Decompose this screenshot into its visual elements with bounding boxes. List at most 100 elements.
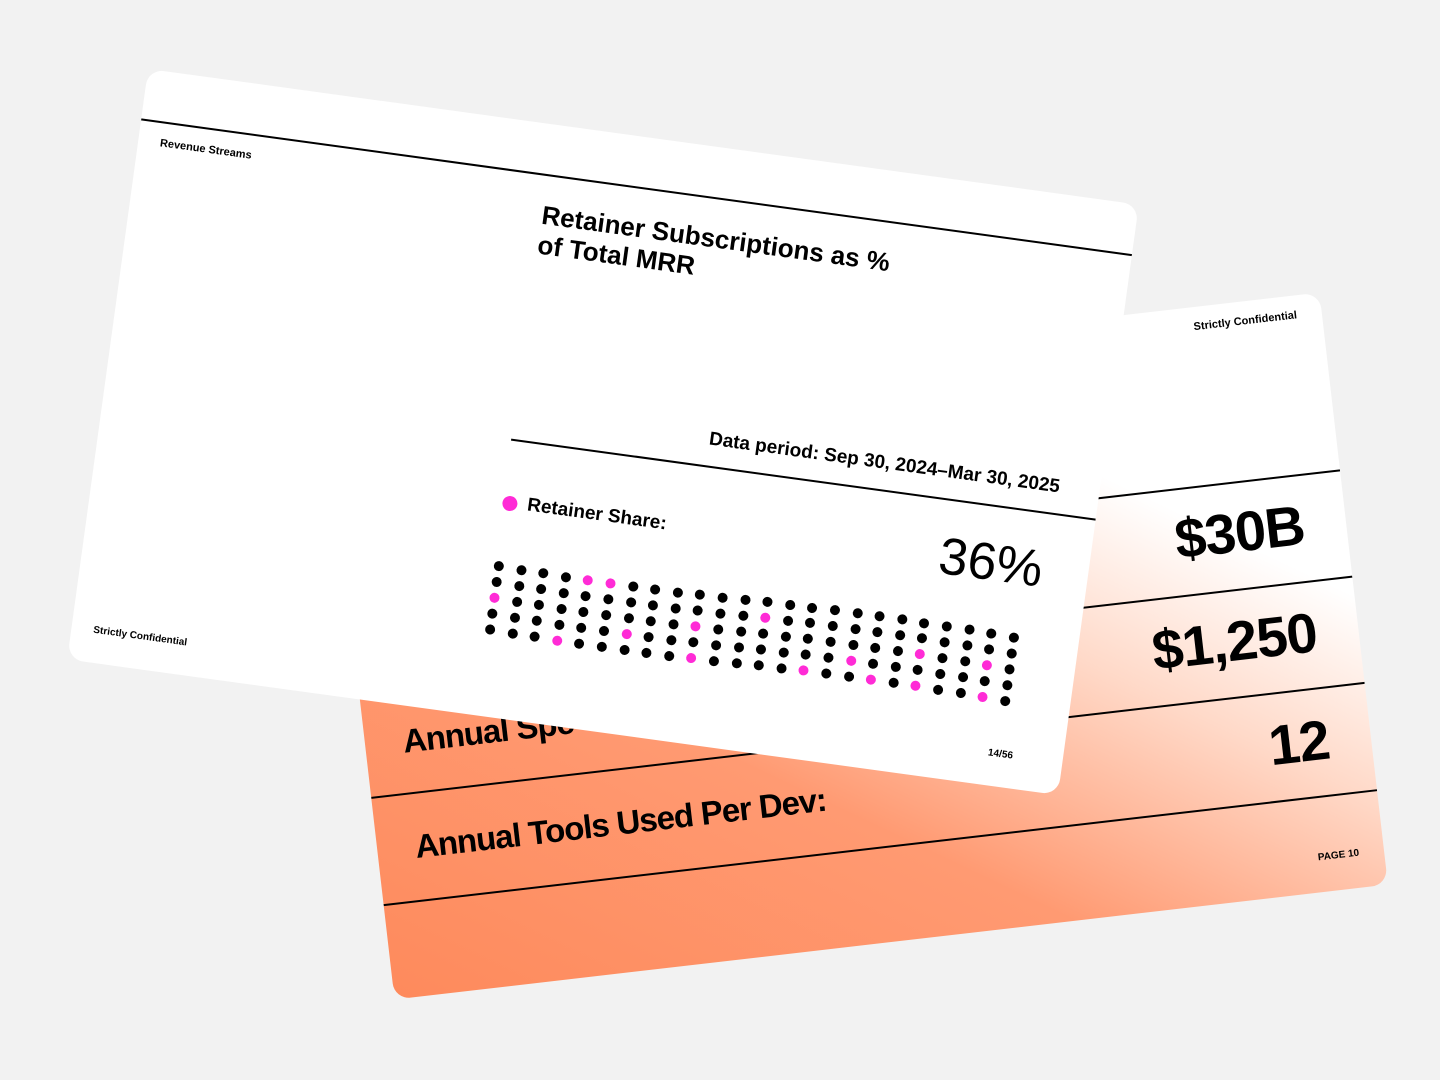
highlight-dot: [551, 634, 563, 646]
dot: [735, 625, 747, 638]
dot: [843, 670, 855, 683]
highlight-dot: [914, 648, 926, 661]
highlight-dot: [798, 665, 810, 677]
slide-title: Retainer Subscriptions as % of Total MRR: [536, 200, 892, 307]
dot: [555, 602, 568, 615]
dot: [894, 629, 906, 641]
page-number: 14/56: [987, 747, 1014, 762]
highlight-dot: [582, 574, 594, 586]
dot: [1001, 679, 1013, 691]
dot: [932, 684, 944, 696]
confidential-label: Strictly Confidential: [1192, 309, 1298, 334]
metric-value: $30B: [1171, 493, 1308, 571]
dot: [961, 640, 973, 652]
dot: [784, 599, 796, 611]
dot: [999, 694, 1011, 707]
highlight-dot: [865, 674, 877, 686]
front-slide: Revenue Streams Retainer Subscriptions a…: [67, 68, 1139, 796]
dot: [557, 587, 570, 599]
highlight-dot: [759, 612, 772, 624]
dot: [896, 613, 908, 626]
dot: [800, 649, 812, 661]
dot: [600, 609, 612, 621]
dot: [806, 601, 819, 614]
highlight-dot: [690, 620, 702, 633]
dot: [934, 668, 946, 680]
dot: [708, 655, 720, 667]
dot: [714, 607, 727, 619]
dot: [827, 620, 839, 632]
dot: [649, 583, 661, 596]
dot: [983, 643, 995, 656]
dot: [757, 628, 769, 640]
highlight-dot: [604, 577, 617, 590]
dot: [732, 641, 745, 654]
dot: [941, 620, 953, 633]
dot: [529, 631, 541, 643]
dot: [869, 642, 882, 654]
dot: [573, 637, 586, 650]
dot: [535, 583, 547, 595]
dot: [667, 618, 680, 630]
legend-label: Retainer Share:: [525, 494, 668, 535]
dot: [537, 567, 550, 579]
dot: [1003, 663, 1016, 675]
dot: [755, 644, 767, 656]
dot: [777, 646, 790, 659]
dot: [761, 596, 774, 608]
dot: [730, 657, 743, 669]
dot: [508, 611, 521, 623]
dot: [753, 660, 765, 672]
highlight-dot: [910, 680, 922, 692]
dot: [665, 634, 677, 646]
metric-label: Annual Tools Used Per Dev:: [413, 780, 829, 865]
dot: [669, 602, 682, 614]
dot: [985, 627, 998, 640]
highlight-dot: [845, 655, 857, 667]
dot: [956, 671, 969, 684]
legend: Retainer Share:: [501, 491, 668, 535]
dot: [849, 623, 861, 635]
dot: [871, 626, 884, 638]
dot: [515, 564, 527, 576]
legend-dot-icon: [501, 494, 519, 512]
dot: [578, 606, 590, 618]
dot: [822, 652, 835, 664]
dot: [513, 579, 525, 592]
dot: [804, 617, 816, 630]
dot: [737, 610, 749, 622]
dot: [596, 641, 608, 653]
dot: [672, 586, 684, 598]
dot: [851, 607, 863, 619]
dot: [663, 649, 675, 662]
dot: [916, 633, 928, 645]
dot: [506, 627, 519, 639]
dot: [867, 658, 879, 670]
dot: [598, 625, 610, 637]
dot: [645, 615, 657, 627]
dot: [775, 662, 788, 674]
share-value: 36%: [935, 527, 1047, 599]
dot: [710, 639, 722, 651]
highlight-dot: [488, 592, 501, 604]
dot: [780, 630, 792, 643]
dot: [553, 618, 565, 630]
dot: [959, 656, 971, 668]
dot: [688, 636, 700, 648]
dot: [889, 661, 902, 673]
dot: [575, 622, 588, 634]
confidential-label: Strictly Confidential: [92, 624, 188, 649]
dot: [531, 615, 543, 627]
dot: [511, 595, 523, 608]
dot: [486, 608, 498, 620]
dot: [643, 631, 655, 643]
dot: [820, 668, 832, 680]
highlight-dot: [685, 652, 698, 664]
dot: [887, 677, 900, 689]
dot: [938, 636, 951, 648]
dot: [739, 594, 751, 606]
dot: [979, 675, 991, 687]
dot: [936, 652, 949, 664]
dot: [802, 633, 814, 645]
dot: [533, 599, 545, 611]
